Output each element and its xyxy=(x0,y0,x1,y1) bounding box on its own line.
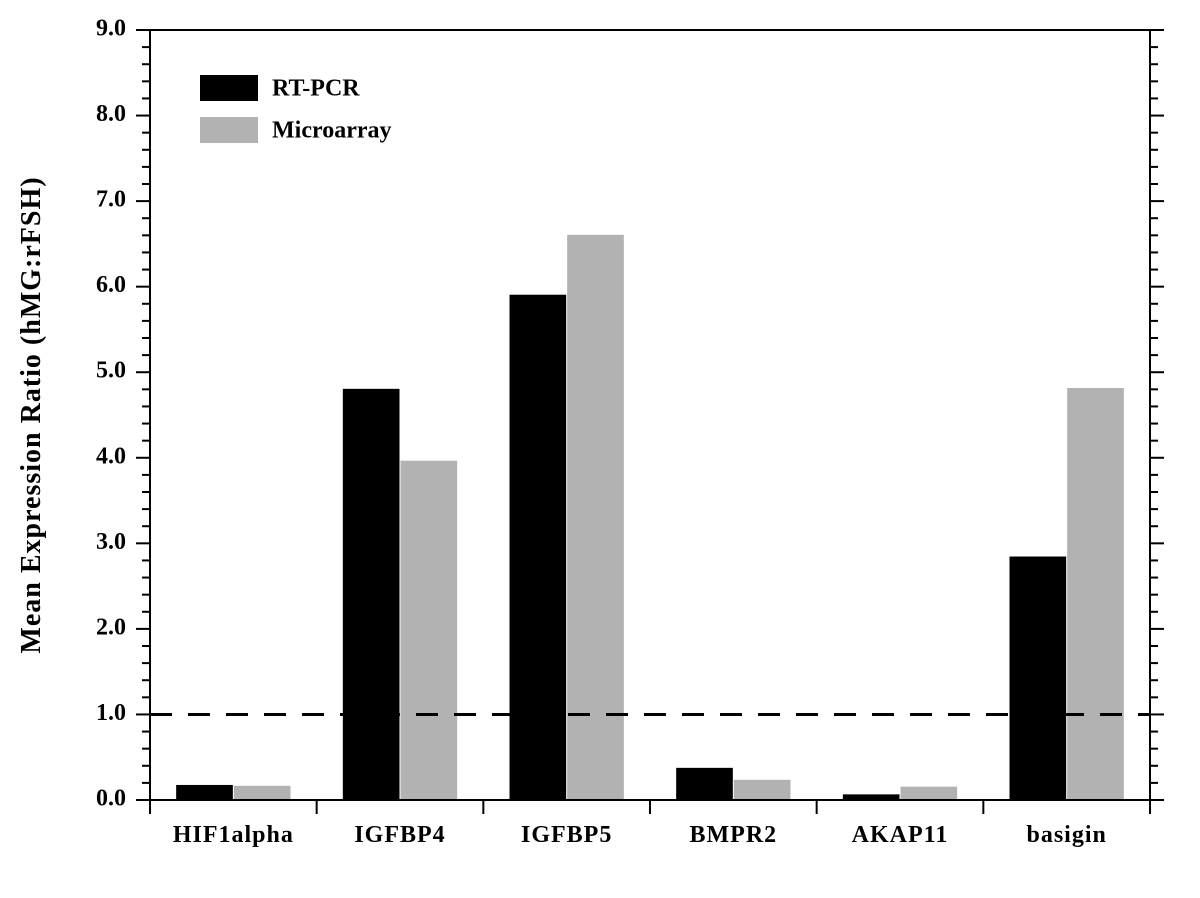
x-category-label: BMPR2 xyxy=(690,822,778,848)
y-axis-title: Mean Expression Ratio (hMG:rFSH) xyxy=(16,176,47,653)
legend-swatch xyxy=(200,117,258,143)
bar-microarray-bmpr2 xyxy=(734,780,790,800)
x-category-label: IGFBP5 xyxy=(521,822,612,848)
ytick-label: 1.0 xyxy=(96,700,126,726)
x-category-label: HIF1alpha xyxy=(173,822,294,848)
bar-chart: 0.0 1.0 2.0 3.0 4.0 5.0 6.0 7.0 8.0 9.0 Mean Expre… xyxy=(0,0,1200,893)
legend-label: RT-PCR xyxy=(272,75,360,101)
bar-microarray-basigin xyxy=(1068,388,1124,800)
x-category-label: AKAP11 xyxy=(852,822,949,848)
x-category-label: IGFBP4 xyxy=(354,822,445,848)
bar-rt-pcr-bmpr2 xyxy=(677,768,733,800)
ytick-label: 7.0 xyxy=(96,187,126,213)
bar-microarray-akap11 xyxy=(901,787,957,800)
ytick-label: 6.0 xyxy=(96,272,126,298)
bar-rt-pcr-basigin xyxy=(1010,557,1066,800)
bar-rt-pcr-hif1alpha xyxy=(177,785,233,800)
legend-swatch xyxy=(200,75,258,101)
ytick-label: 9.0 xyxy=(96,16,126,42)
ytick-label: 2.0 xyxy=(96,614,126,640)
ytick-label: 3.0 xyxy=(96,529,126,555)
chart-container: 0.0 1.0 2.0 3.0 4.0 5.0 6.0 7.0 8.0 9.0 Mean Expre… xyxy=(0,0,1200,898)
ytick-label: 5.0 xyxy=(96,358,126,384)
ytick-label: 8.0 xyxy=(96,101,126,127)
legend-label: Microarray xyxy=(272,117,392,143)
bar-rt-pcr-igfbp4 xyxy=(343,389,399,800)
bar-microarray-igfbp4 xyxy=(401,461,457,800)
bar-rt-pcr-igfbp5 xyxy=(510,295,566,800)
ytick-label: 4.0 xyxy=(96,443,126,469)
x-category-label: basigin xyxy=(1026,822,1106,848)
bar-microarray-hif1alpha xyxy=(234,786,290,800)
ytick-label: 0.0 xyxy=(96,786,126,812)
